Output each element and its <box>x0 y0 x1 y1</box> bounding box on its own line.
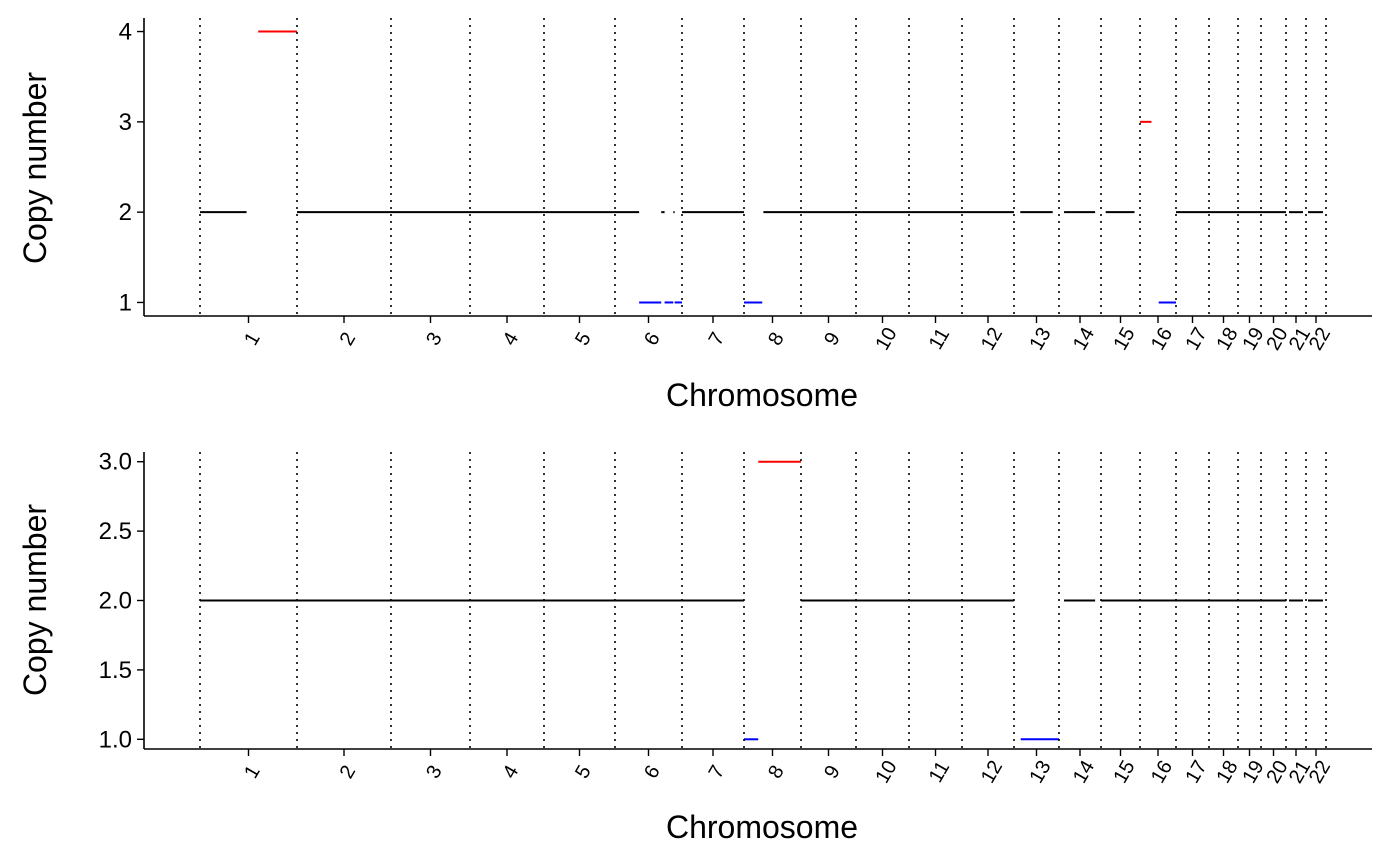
y-tick-label: 3.0 <box>99 449 132 476</box>
y-tick-label: 2.5 <box>99 518 132 545</box>
bottom-panel: 1.01.52.02.53.01 2 3 4 5 6 7 8 9 10 11 12 13 14 15 16 17… <box>17 449 1372 845</box>
y-tick-label: 1.5 <box>99 657 132 684</box>
bottom-chromosome-boundaries <box>199 452 1327 749</box>
y-tick-label: 4 <box>119 19 132 46</box>
y-tick-label: 2 <box>119 199 132 226</box>
y-tick-label: 2.0 <box>99 588 132 615</box>
bottom-y-axis-title: Copy number <box>17 504 53 696</box>
top-segments <box>200 30 1323 304</box>
y-tick-label: 1.0 <box>99 726 132 753</box>
top-x-axis-title: Chromosome <box>666 377 858 413</box>
bottom-x-axis-title: Chromosome <box>666 809 858 845</box>
y-tick-label: 1 <box>119 289 132 316</box>
top-y-axis-title: Copy number <box>17 72 53 264</box>
bottom-segments <box>200 460 1323 741</box>
top-chromosome-boundaries <box>199 18 1327 316</box>
y-tick-label: 3 <box>119 109 132 136</box>
